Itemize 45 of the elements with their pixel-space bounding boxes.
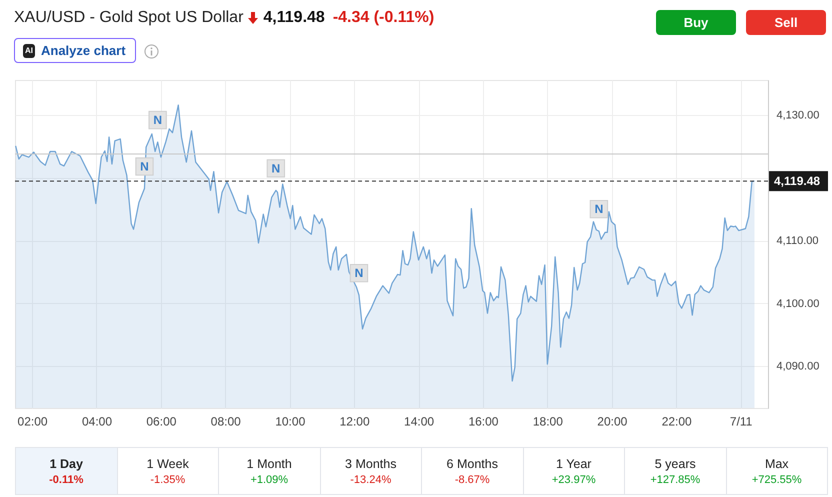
y-tick-label: 4,130.00 — [776, 110, 820, 122]
text: 1 Year — [556, 456, 592, 470]
text: -1.35% — [150, 474, 186, 486]
x-tick-label: 12:00 — [340, 414, 370, 428]
x-tick-label: 20:00 — [597, 414, 628, 428]
annotation: N — [594, 202, 604, 216]
annotation: N — [153, 113, 162, 128]
text: Max — [764, 456, 789, 470]
text: +725.55% — [752, 474, 802, 486]
text: 1 Week — [146, 456, 189, 470]
text: Buy — [656, 10, 736, 35]
y-tick-label: 4,090.00 — [776, 360, 820, 372]
text: Analyze chart — [41, 43, 126, 58]
x-tick-label: 16:00 — [468, 414, 499, 428]
x-tick-label: 04:00 — [82, 414, 112, 428]
text: 1 Month — [246, 456, 292, 470]
text: +23.97% — [552, 474, 596, 486]
text: -8.67% — [454, 474, 490, 486]
text: -4.34 (-0.11%) — [332, 9, 434, 27]
annotation: N — [140, 159, 149, 174]
annotation: N — [354, 266, 364, 280]
x-tick-label: 14:00 — [404, 414, 434, 428]
text: Sell — [746, 10, 826, 35]
text: +127.85% — [650, 474, 700, 486]
x-tick-label: 02:00 — [18, 414, 48, 428]
chart-title: XAU/USD - Gold Spot US Dollar — [14, 9, 244, 27]
x-tick-label: 06:00 — [146, 414, 177, 428]
x-tick-label: 08:00 — [210, 414, 242, 428]
x-tick-label: 22:00 — [662, 414, 692, 428]
y-tick-label: 4,100.00 — [776, 298, 820, 310]
text: 6 Months — [446, 456, 498, 470]
text: 1 Day — [50, 456, 83, 470]
text: AI — [23, 44, 35, 58]
text: +1.09% — [250, 474, 288, 486]
x-tick-label: 10:00 — [275, 414, 306, 428]
text: 5 years — [654, 456, 696, 470]
ref-line-label: 4,119.48 — [774, 174, 820, 188]
y-tick-label: 4,110.00 — [776, 235, 819, 248]
text: 3 Months — [345, 456, 396, 470]
text: -13.24% — [350, 474, 392, 486]
x-tick-label: 18:00 — [532, 414, 564, 428]
annotation: N — [272, 161, 280, 176]
chart-subtitle: 4,119.48 — [263, 9, 325, 27]
x-tick-label: 7/11 — [730, 414, 753, 428]
text: -0.11% — [49, 474, 84, 486]
